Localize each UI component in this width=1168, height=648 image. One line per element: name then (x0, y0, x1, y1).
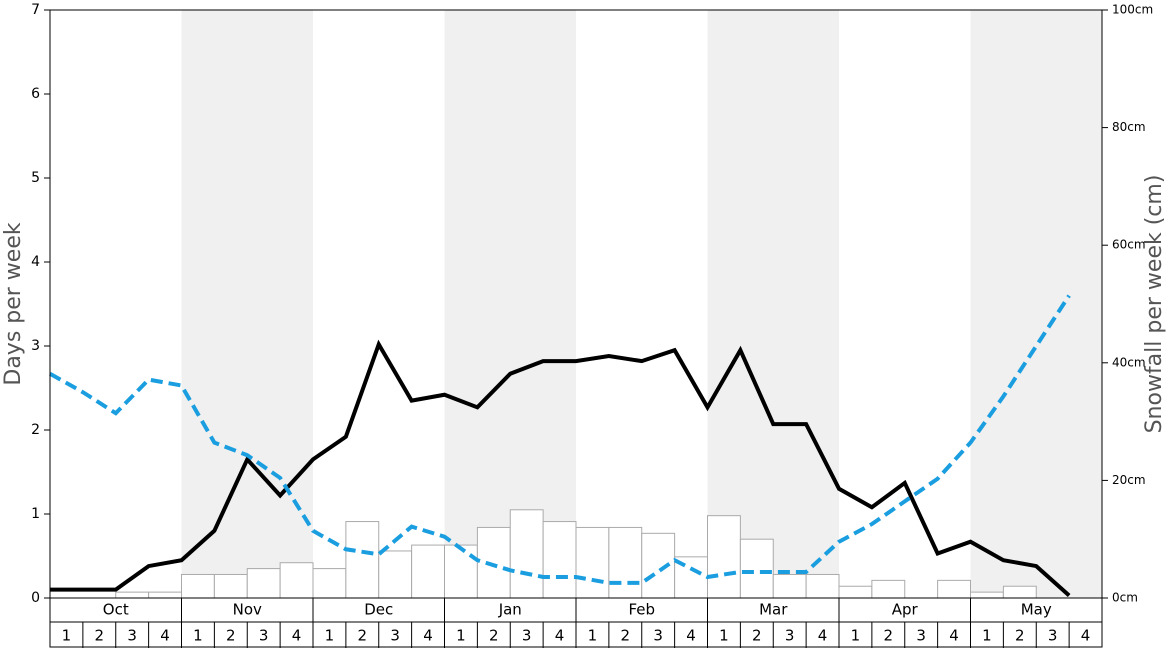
snowfall-bar (476, 526, 511, 599)
snowfall-bar (411, 544, 445, 599)
days-line (50, 339, 1071, 597)
snowfall-bar (378, 550, 413, 599)
days-line (49, 294, 1071, 585)
snowfall-bar (707, 515, 741, 599)
x-tick-label: 1 (588, 627, 598, 645)
y2-axis-title: Snowfall per week (cm) (1142, 175, 1167, 434)
snowfall-bar (608, 526, 643, 599)
snowfall-bar (1002, 585, 1037, 599)
y-tick-label: 4 (31, 254, 40, 270)
y2-tick-label: 100cm (1112, 3, 1153, 17)
month-band (181, 10, 313, 598)
x-tick-label: 3 (916, 627, 926, 645)
y-tick-label: 6 (31, 86, 40, 102)
snowfall-bar (739, 538, 774, 599)
snowfall-bar (838, 585, 873, 599)
y2-tick-label: 60cm (1112, 238, 1146, 252)
y-tick-label: 1 (31, 506, 40, 522)
snowfall-bar (279, 562, 314, 599)
x-tick-label: 4 (555, 627, 565, 645)
month-label: Oct (103, 601, 129, 619)
snowfall-bar (345, 521, 380, 599)
month-label: Dec (364, 601, 393, 619)
x-tick-label: 2 (226, 627, 236, 645)
x-tick-label: 4 (686, 627, 696, 645)
snowfall-bar (213, 573, 248, 599)
snowfall-bar (148, 591, 182, 599)
x-tick-label: 1 (193, 627, 203, 645)
snowfall-bar (181, 573, 215, 599)
x-tick-label: 2 (489, 627, 499, 645)
x-tick-label: 4 (160, 627, 170, 645)
y2-tick-label: 40cm (1112, 355, 1146, 369)
x-tick-label: 1 (325, 627, 335, 645)
y-tick-label: 3 (31, 338, 40, 354)
month-label: Apr (892, 601, 919, 619)
x-tick-label: 2 (95, 627, 105, 645)
snowfall-bar (970, 591, 1004, 599)
x-tick-label: 3 (1048, 627, 1058, 645)
x-tick-label: 2 (621, 627, 631, 645)
y2-tick-label: 0cm (1112, 591, 1138, 605)
snowfall-bar (937, 579, 971, 599)
x-tick-label: 4 (818, 627, 828, 645)
x-tick-label: 3 (522, 627, 532, 645)
x-tick-label: 3 (390, 627, 400, 645)
month-label: May (1021, 601, 1052, 619)
y-tick-label: 2 (31, 422, 40, 438)
month-band (707, 10, 839, 598)
x-tick-label: 4 (949, 627, 959, 645)
x-tick-label: 1 (62, 627, 72, 645)
y-tick-label: 5 (31, 170, 40, 186)
snowfall-bar (575, 526, 610, 599)
y-axis-title: Days per week (1, 222, 26, 385)
y-tick-label: 7 (31, 2, 40, 18)
y2-tick-label: 20cm (1112, 473, 1146, 487)
x-tick-label: 1 (719, 627, 729, 645)
snowfall-bar (246, 568, 281, 599)
x-tick-label: 1 (851, 627, 861, 645)
y2-tick-label: 80cm (1112, 120, 1146, 134)
x-tick-label: 3 (785, 627, 795, 645)
x-tick-label: 2 (358, 627, 368, 645)
y-tick-label: 0 (31, 590, 40, 606)
x-tick-label: 3 (259, 627, 269, 645)
x-tick-label: 4 (1081, 627, 1091, 645)
snowfall-bar (312, 568, 347, 599)
month-label: Feb (628, 601, 655, 619)
x-tick-label: 3 (127, 627, 137, 645)
x-tick-label: 4 (423, 627, 433, 645)
month-label: Mar (759, 601, 788, 619)
x-tick-label: 3 (653, 627, 663, 645)
x-tick-label: 2 (1015, 627, 1025, 645)
snowfall-bar (444, 544, 478, 599)
x-tick-label: 4 (292, 627, 302, 645)
x-tick-label: 1 (456, 627, 466, 645)
snowfall-bar (805, 573, 840, 599)
snowfall-bar (871, 579, 906, 599)
month-band (444, 10, 576, 598)
month-label: Jan (498, 601, 522, 619)
snowfall-bar (115, 591, 150, 599)
month-label: Nov (233, 601, 262, 619)
month-band (970, 10, 1102, 598)
x-tick-label: 2 (752, 627, 762, 645)
snowfall-bar (542, 521, 577, 599)
x-tick-label: 1 (982, 627, 992, 645)
snowfall-bar (772, 573, 807, 599)
snowfall-bar (509, 509, 544, 599)
x-tick-label: 2 (884, 627, 894, 645)
